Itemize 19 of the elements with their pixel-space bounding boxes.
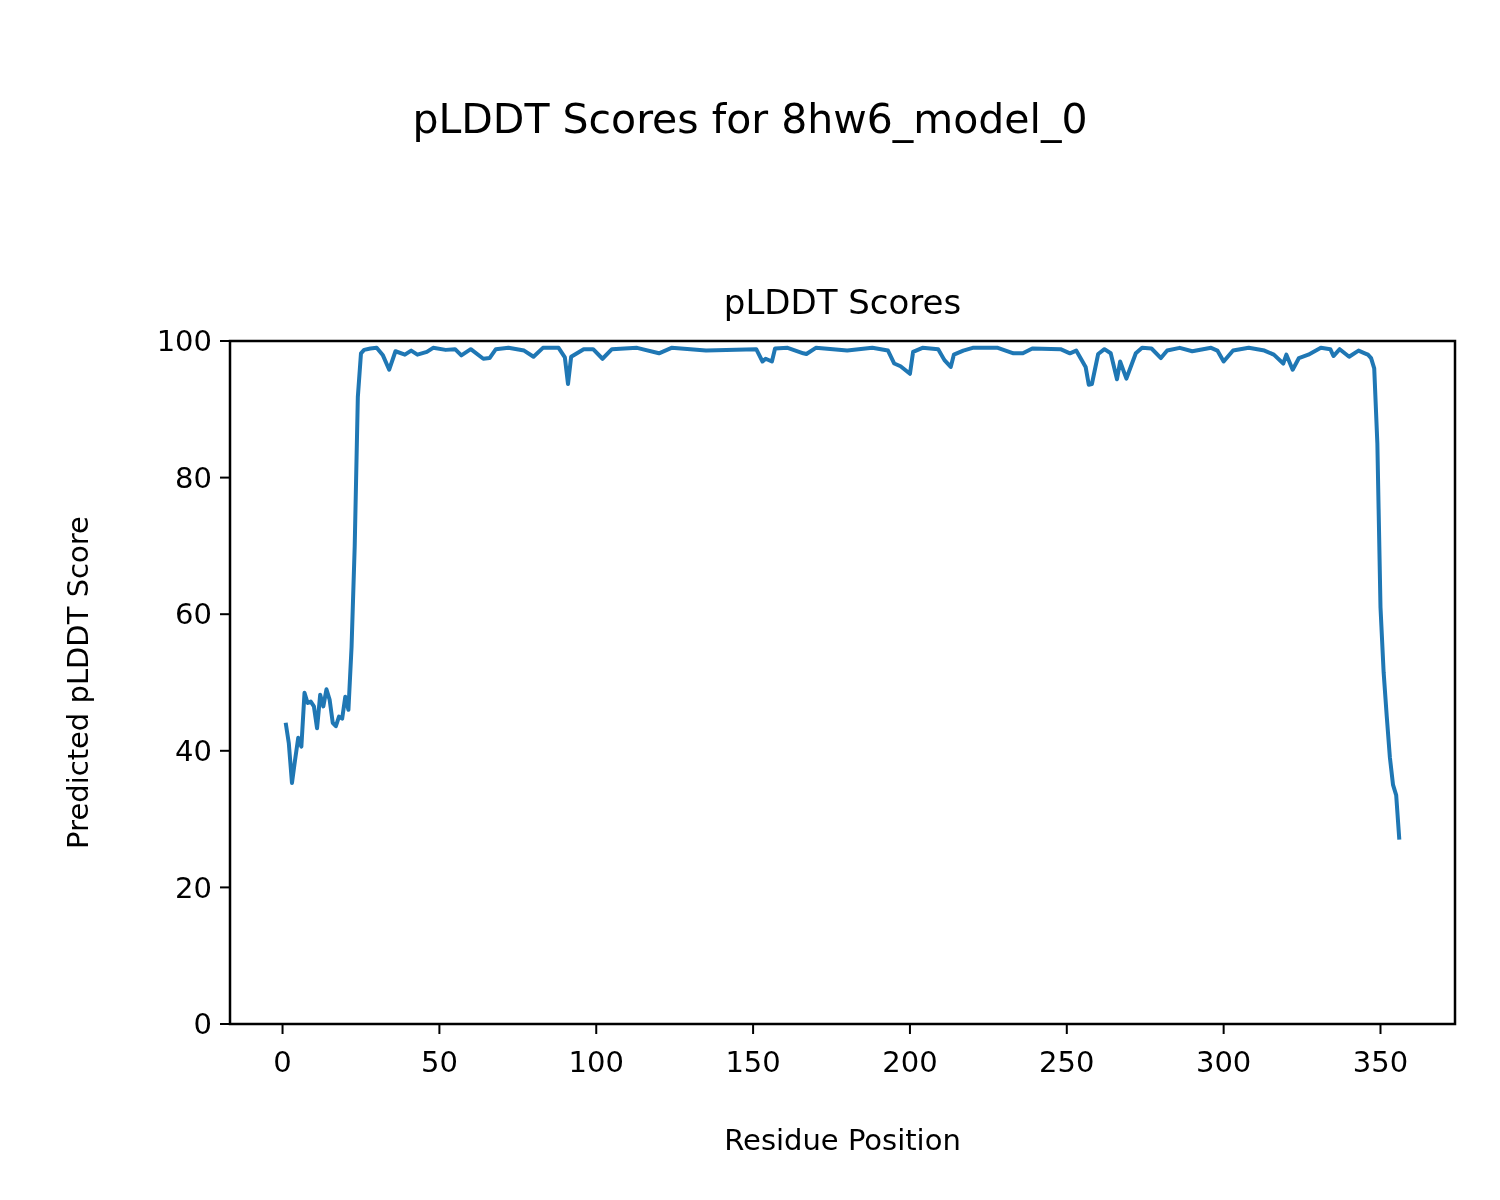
x-tick-label: 100 xyxy=(568,1045,624,1079)
x-tick-label: 0 xyxy=(273,1045,292,1079)
y-tick-label: 80 xyxy=(175,460,212,495)
chart-title: pLDDT Scores for 8hw6_model_0 xyxy=(412,95,1088,143)
line-series xyxy=(283,345,1402,842)
y-tick-label: 40 xyxy=(175,733,212,768)
x-tick-label: 150 xyxy=(725,1045,781,1079)
x-tick-label: 200 xyxy=(882,1045,938,1079)
y-tick-label: 100 xyxy=(156,324,212,359)
x-tick-label: 300 xyxy=(1195,1045,1252,1079)
x-tick-label: 350 xyxy=(1352,1045,1409,1079)
x-tick-label: 250 xyxy=(1039,1045,1095,1079)
y-tick-label: 60 xyxy=(175,597,212,632)
x-tick-label: 50 xyxy=(420,1045,458,1079)
y-tick-label: 20 xyxy=(175,870,212,905)
x-axis-title: Residue Position xyxy=(724,1123,961,1157)
y-tick-label: 0 xyxy=(193,1007,212,1042)
chart-subtitle: pLDDT Scores xyxy=(723,282,962,322)
y-axis-title: Predicted pLDDT Score xyxy=(61,516,95,849)
